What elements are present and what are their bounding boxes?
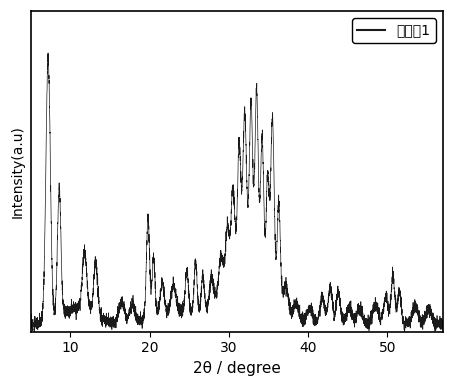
Legend: 比较例1: 比较例1 xyxy=(352,18,436,43)
Y-axis label: Intensity(a.u): Intensity(a.u) xyxy=(11,125,25,218)
X-axis label: 2θ / degree: 2θ / degree xyxy=(193,361,281,376)
